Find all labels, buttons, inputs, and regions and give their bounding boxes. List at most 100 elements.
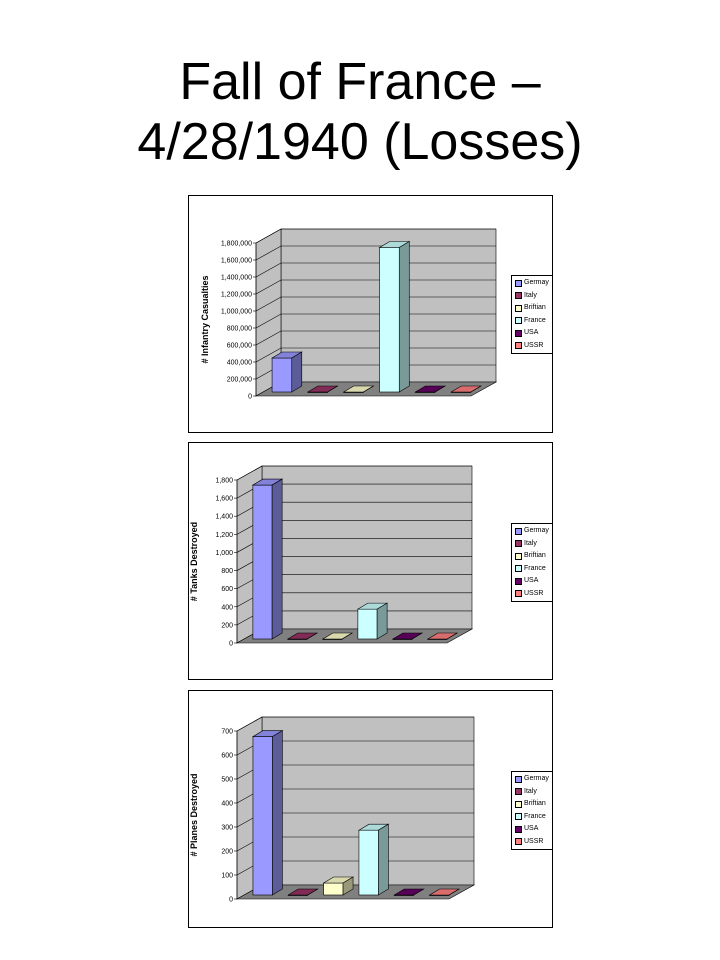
- legend-item-germay: Germay: [515, 525, 549, 538]
- legend-item-briftian: Briftian: [515, 798, 549, 811]
- legend-label: USA: [524, 329, 539, 336]
- chart-infantry: 0 200,000 400,000 600,000 800,000 1,000,000 1,…: [188, 195, 553, 433]
- legend-swatch: [515, 342, 522, 350]
- bar-front: [252, 736, 273, 896]
- legend-item-ussr: USSR: [515, 340, 549, 353]
- legend-swatch: [515, 788, 522, 796]
- bar-ussr: [426, 632, 459, 640]
- legend-item-ussr: USSR: [515, 836, 549, 849]
- legend-swatch: [515, 813, 522, 821]
- legend-label: France: [524, 812, 546, 820]
- bar-briftian: [322, 876, 355, 896]
- legend-swatch: [515, 527, 522, 535]
- bar-side: [341, 632, 353, 640]
- gridline: [255, 296, 496, 312]
- bar-briftian: [321, 632, 354, 640]
- legend-item-usa: USA: [515, 327, 549, 340]
- legend-item-italy: Italy: [515, 786, 549, 799]
- y-tick-label: 800,000: [227, 326, 252, 333]
- chart-planes-legend: Germay Italy Briftian France USA USSR: [511, 771, 553, 850]
- legend-label: USA: [524, 825, 539, 832]
- legend-label: Italy: [524, 539, 537, 547]
- legend-label: France: [524, 564, 546, 572]
- chart-planes: 0 100 200 300 400 500 600 700 # Planes Destroyed…: [188, 690, 553, 928]
- y-tick-label: 400: [221, 604, 233, 611]
- bar-side: [376, 602, 388, 640]
- y-tick-label: 700: [221, 729, 233, 736]
- bar-side: [434, 385, 446, 393]
- bar-germay: [251, 730, 284, 896]
- y-tick-label: 800: [221, 568, 233, 575]
- bar-briftian: [342, 385, 375, 393]
- y-tick-label: 600: [221, 753, 233, 760]
- bar-ussr: [428, 888, 461, 896]
- legend-label: USSR: [524, 589, 544, 597]
- legend-label: USSR: [524, 837, 544, 845]
- legend-label: Germay: [524, 775, 549, 782]
- legend-label: Italy: [524, 291, 537, 299]
- gridline: [255, 313, 496, 329]
- bar-side: [342, 876, 354, 896]
- chart-tanks-svg: 0 200 400 600 800 1,000 1,200 1,400 1,600 1,800 # …: [189, 465, 474, 648]
- bar-france: [357, 823, 390, 896]
- gridline: [255, 347, 496, 363]
- bar-usa: [414, 385, 447, 393]
- bar-top: [393, 888, 425, 896]
- chart-infantry-svg: 0 200,000 400,000 600,000 800,000 1,000,000 1,…: [200, 228, 498, 401]
- bar-side: [291, 351, 303, 393]
- bar-front: [252, 484, 273, 640]
- bar-front: [379, 247, 400, 393]
- gridline: [255, 330, 496, 346]
- bar-top: [287, 888, 319, 896]
- legend-swatch: [515, 540, 522, 548]
- legend-swatch: [515, 317, 522, 325]
- bar-side: [306, 632, 318, 640]
- y-tick-label: 1,000: [215, 550, 233, 557]
- legend-item-germay: Germay: [515, 773, 549, 786]
- bar-germay: [251, 478, 284, 640]
- legend-swatch: [515, 838, 522, 846]
- y-tick-label: 1,200: [215, 532, 233, 539]
- chart-tanks-legend: Germay Italy Briftian France USA USSR: [511, 523, 553, 602]
- bar-usa: [391, 632, 424, 640]
- legend-item-ussr: USSR: [515, 588, 549, 601]
- legend-swatch: [515, 577, 522, 585]
- y-tick-label: 200: [221, 849, 233, 856]
- legend-swatch: [515, 825, 522, 833]
- legend-item-france: France: [515, 811, 549, 824]
- y-tick-label: 200,000: [227, 377, 252, 384]
- y-tick-label: 1,200,000: [221, 292, 252, 299]
- bar-front: [358, 829, 379, 896]
- bar-top: [306, 385, 339, 393]
- legend-label: Germay: [524, 527, 549, 534]
- bar-front: [271, 357, 293, 393]
- bar-side: [411, 632, 423, 640]
- legend-label: Briftian: [524, 552, 546, 559]
- legend-label: Germay: [524, 279, 549, 286]
- legend-label: France: [524, 316, 546, 324]
- bar-side: [470, 385, 482, 393]
- y-tick-label: 400,000: [227, 360, 252, 367]
- bar-side: [448, 888, 460, 896]
- legend-item-france: France: [515, 315, 549, 328]
- y-tick-label: 0: [248, 394, 252, 401]
- bar-side: [398, 240, 410, 393]
- gridline: [255, 228, 496, 244]
- y-axis-label: # Tanks Destroyed: [189, 522, 199, 601]
- bar-side: [446, 632, 458, 640]
- legend-label: USA: [524, 577, 539, 584]
- y-tick-label: 1,000,000: [221, 309, 252, 316]
- y-tick-label: 1,600,000: [221, 258, 252, 265]
- legend-label: Briftian: [524, 800, 546, 807]
- y-tick-label: 600: [221, 586, 233, 593]
- y-tick-label: 1,800,000: [221, 241, 252, 248]
- gridline: [255, 245, 496, 261]
- legend-swatch: [515, 775, 522, 783]
- legend-swatch: [515, 292, 522, 300]
- title-line-2: 4/28/1940 (Losses): [137, 113, 583, 171]
- legend-swatch: [515, 565, 522, 573]
- page-title: Fall of France – 4/28/1940 (Losses): [0, 52, 720, 172]
- y-axis-label: # Infantry Casualties: [200, 275, 210, 363]
- legend-item-germay: Germay: [515, 277, 549, 290]
- bar-side: [378, 823, 389, 896]
